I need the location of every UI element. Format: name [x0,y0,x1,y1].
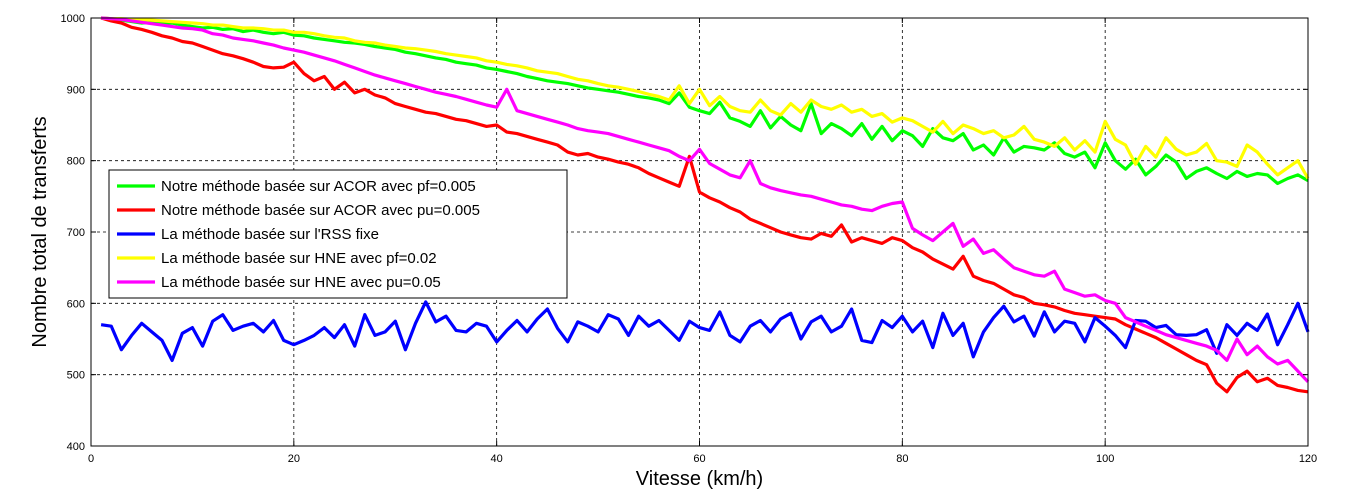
legend: Notre méthode basée sur ACOR avec pf=0.0… [108,169,568,299]
series-line-2 [100,16,1309,394]
series-line-1 [100,16,1309,186]
axis-ticks: 0 20 40 60 80 100 120 400 500 600 700 800 900 1000 [61,13,1318,465]
x-tick-label: 0 [88,453,94,465]
legend-box [108,169,568,299]
x-tick-label: 100 [1096,453,1114,465]
y-tick-label: 700 [67,227,85,239]
x-axis-label: Vitesse (km/h) [636,468,763,490]
series-line-5 [100,16,1310,383]
y-tick-label: 800 [67,156,85,168]
legend-label: Notre méthode basée sur ACOR avec pf=0.0… [161,178,476,195]
legend-label: La méthode basée sur l'RSS fixe [161,226,379,243]
series-line-3 [100,300,1310,362]
x-tick-label: 80 [896,453,908,465]
grid-lines [91,18,1308,446]
y-tick-label: 1000 [61,13,85,25]
x-tick-label: 120 [1299,453,1317,465]
x-tick-label: 60 [693,453,705,465]
y-tick-label: 500 [67,370,85,382]
legend-label: La méthode basée sur HNE avec pf=0.02 [161,250,437,267]
legend-label: La méthode basée sur HNE avec pu=0.05 [161,274,441,291]
y-tick-label: 400 [67,441,85,453]
series-line-4 [100,16,1310,180]
y-tick-label: 600 [67,298,85,310]
legend-label: Notre méthode basée sur ACOR avec pu=0.0… [161,202,480,219]
y-axis-label: Nombre total de transferts [29,116,51,347]
y-tick-label: 900 [67,84,85,96]
series-lines [100,16,1310,394]
x-tick-label: 40 [491,453,503,465]
x-tick-label: 20 [288,453,300,465]
